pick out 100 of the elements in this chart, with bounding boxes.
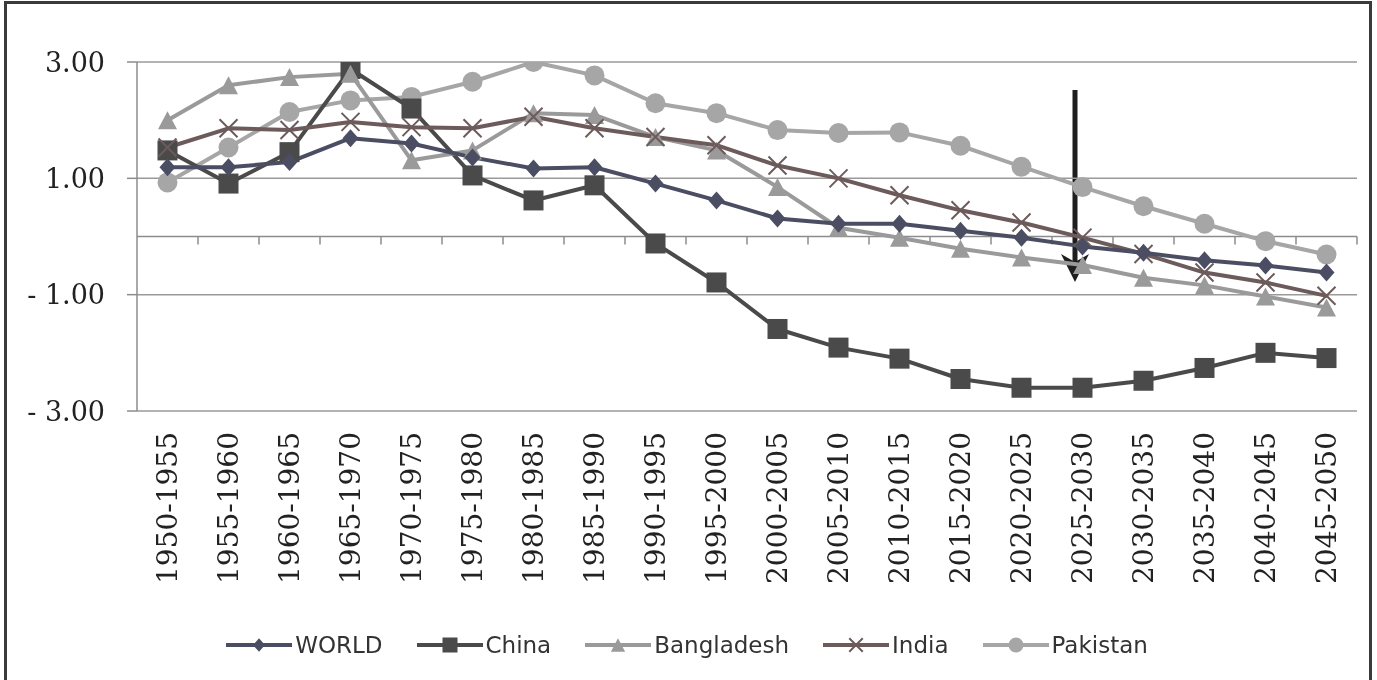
x-tick-label: 1970-1975 bbox=[395, 432, 428, 584]
point bbox=[525, 159, 542, 178]
point bbox=[218, 118, 239, 139]
x-tick-label: 2000-2005 bbox=[761, 432, 794, 584]
point bbox=[950, 135, 971, 156]
point bbox=[1194, 213, 1215, 234]
point bbox=[219, 76, 238, 95]
point bbox=[462, 118, 483, 139]
point bbox=[1013, 228, 1030, 247]
y-tick-label: 1.00 bbox=[44, 162, 105, 194]
point bbox=[1256, 287, 1275, 306]
point bbox=[218, 173, 239, 194]
point bbox=[1011, 156, 1032, 177]
point bbox=[462, 71, 483, 92]
point bbox=[768, 178, 787, 197]
x-tick-label: 2005-2010 bbox=[822, 432, 855, 584]
point bbox=[767, 120, 788, 141]
point bbox=[706, 272, 727, 293]
point bbox=[279, 120, 300, 141]
point bbox=[218, 137, 239, 158]
point bbox=[402, 151, 421, 170]
point bbox=[1316, 348, 1337, 369]
point bbox=[523, 190, 544, 211]
point bbox=[830, 214, 847, 233]
x-tick-label: 1965-1970 bbox=[334, 432, 367, 584]
x-tick-label: 1995-2000 bbox=[700, 432, 733, 584]
point bbox=[1011, 212, 1032, 233]
point bbox=[403, 134, 420, 153]
x-tick-label: 2010-2015 bbox=[883, 432, 916, 584]
legend-label: India bbox=[892, 632, 949, 658]
point bbox=[706, 103, 727, 124]
point bbox=[769, 209, 786, 228]
point bbox=[1133, 196, 1154, 217]
point bbox=[1316, 285, 1337, 306]
point bbox=[767, 318, 788, 339]
point bbox=[950, 200, 971, 221]
y-tick-label: - 3.00 bbox=[27, 395, 105, 427]
point bbox=[1072, 227, 1093, 248]
point bbox=[1257, 256, 1274, 275]
point bbox=[340, 90, 361, 111]
x-tick-label: 2030-2035 bbox=[1127, 432, 1160, 584]
point bbox=[584, 65, 605, 86]
point bbox=[828, 122, 849, 143]
x-tick-label: 2035-2040 bbox=[1188, 432, 1221, 584]
legend-label: WORLD bbox=[295, 632, 383, 658]
x-tick-label: 2020-2025 bbox=[1005, 432, 1038, 584]
point bbox=[1011, 377, 1032, 398]
point bbox=[1317, 298, 1336, 317]
point bbox=[1196, 251, 1213, 270]
point bbox=[1133, 370, 1154, 391]
point bbox=[1195, 276, 1214, 295]
x-tick-label: 2045-2050 bbox=[1310, 432, 1343, 584]
point bbox=[1072, 177, 1093, 198]
y-tick-label: 3.00 bbox=[44, 46, 105, 78]
point bbox=[401, 98, 422, 119]
point bbox=[1318, 263, 1335, 282]
point bbox=[159, 158, 176, 177]
point bbox=[401, 117, 422, 138]
point bbox=[281, 153, 298, 172]
point bbox=[951, 239, 970, 258]
point bbox=[708, 191, 725, 210]
point bbox=[828, 168, 849, 189]
x-tick-label: 2025-2030 bbox=[1066, 432, 1099, 584]
point bbox=[1194, 357, 1215, 378]
point bbox=[280, 68, 299, 87]
y-tick-label: - 1.00 bbox=[27, 279, 105, 311]
point bbox=[767, 155, 788, 176]
point bbox=[464, 148, 481, 167]
point bbox=[645, 233, 666, 254]
point bbox=[952, 221, 969, 240]
point bbox=[220, 158, 237, 177]
point bbox=[586, 158, 603, 177]
legend-label: Bangladesh bbox=[654, 632, 790, 658]
point bbox=[1012, 248, 1031, 267]
point bbox=[891, 214, 908, 233]
x-tick-label: 1990-1995 bbox=[639, 432, 672, 584]
x-tick-label: 2015-2020 bbox=[944, 432, 977, 584]
x-tick-label: 1950-1955 bbox=[151, 432, 184, 584]
point bbox=[828, 337, 849, 358]
point bbox=[647, 174, 664, 193]
point bbox=[889, 348, 910, 369]
x-tick-label: 1955-1960 bbox=[212, 432, 245, 584]
point bbox=[645, 93, 666, 114]
point bbox=[342, 129, 359, 148]
x-tick-label: 1985-1990 bbox=[578, 432, 611, 584]
point bbox=[1194, 262, 1215, 283]
point bbox=[1316, 244, 1337, 265]
point bbox=[1255, 272, 1276, 293]
x-tick-label: 2040-2045 bbox=[1249, 432, 1282, 584]
legend-label: China bbox=[485, 632, 552, 658]
point bbox=[340, 111, 361, 132]
point bbox=[157, 172, 178, 193]
point bbox=[279, 102, 300, 123]
point bbox=[706, 135, 727, 156]
x-tick-label: 1960-1965 bbox=[273, 432, 306, 584]
point bbox=[462, 165, 483, 186]
point bbox=[1072, 377, 1093, 398]
point bbox=[1255, 231, 1276, 252]
point bbox=[1255, 342, 1276, 363]
point bbox=[158, 111, 177, 130]
